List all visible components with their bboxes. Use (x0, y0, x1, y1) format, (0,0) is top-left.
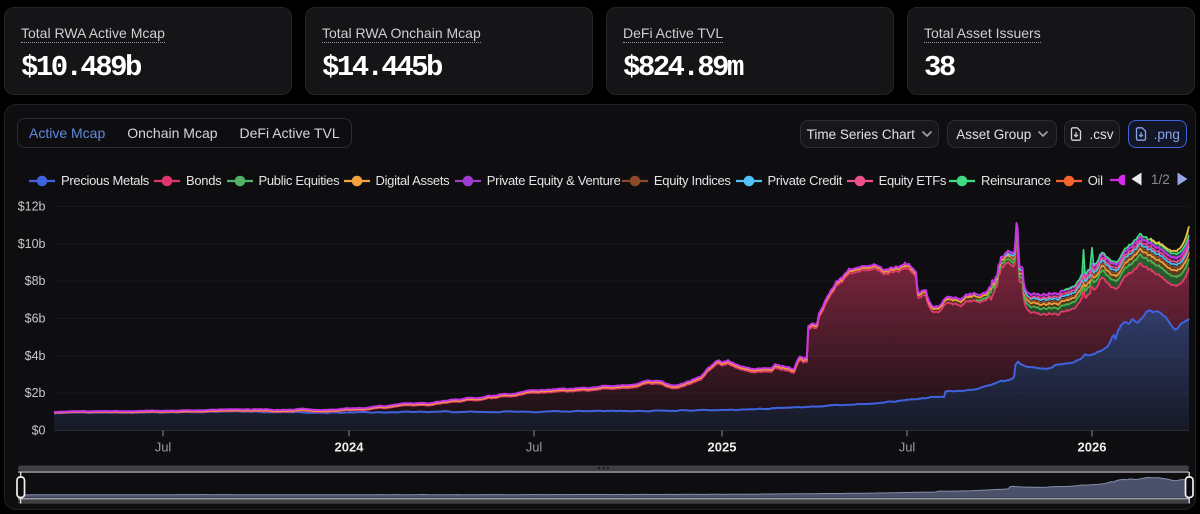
svg-text:$8b: $8b (25, 274, 46, 288)
svg-text:$4b: $4b (25, 349, 46, 363)
svg-text:$2b: $2b (25, 386, 46, 400)
svg-text:$10b: $10b (18, 237, 46, 251)
svg-text:Jul: Jul (155, 439, 172, 454)
svg-text:Jul: Jul (526, 439, 543, 454)
svg-text:2024: 2024 (335, 439, 365, 454)
svg-text:$12b: $12b (18, 200, 46, 214)
svg-text:$0: $0 (32, 423, 46, 437)
svg-text:$6b: $6b (25, 311, 46, 325)
svg-text:Jul: Jul (899, 439, 916, 454)
svg-text:2025: 2025 (708, 439, 737, 454)
svg-text:2026: 2026 (1078, 439, 1107, 454)
